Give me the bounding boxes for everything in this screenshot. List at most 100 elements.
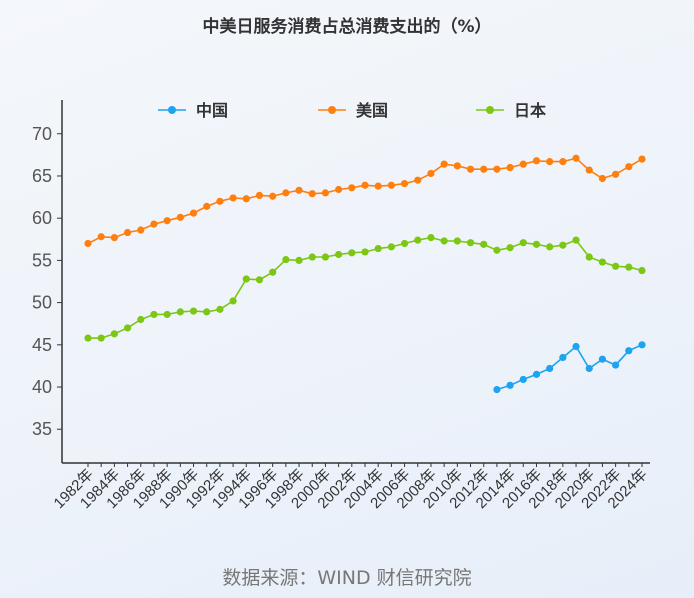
chart-title: 中美日服务消费占总消费支出的（%） <box>202 17 492 37</box>
data-point-日本 <box>216 305 224 313</box>
data-point-日本 <box>321 253 330 261</box>
data-point-日本 <box>519 239 527 247</box>
data-point-日本 <box>440 237 448 245</box>
data-point-日本 <box>110 330 118 338</box>
data-point-美国 <box>203 202 211 210</box>
data-point-日本 <box>546 243 554 251</box>
data-point-日本 <box>335 250 343 259</box>
data-point-美国 <box>163 217 171 225</box>
data-point-中国 <box>519 375 527 384</box>
data-point-中国 <box>559 353 567 362</box>
data-point-美国 <box>638 155 646 163</box>
data-point-美国 <box>150 220 158 228</box>
data-point-日本 <box>625 263 633 271</box>
data-point-日本 <box>176 308 184 316</box>
legend-marker <box>486 106 494 114</box>
data-point-日本 <box>242 275 250 283</box>
data-point-美国 <box>572 154 580 162</box>
y-tick-label: 70 <box>32 124 52 144</box>
series-line-美国 <box>87 157 643 245</box>
data-point-美国 <box>585 166 593 174</box>
data-point-美国 <box>480 165 488 173</box>
data-point-日本 <box>638 266 646 275</box>
data-point-中国 <box>532 370 541 378</box>
data-point-美国 <box>269 192 277 200</box>
data-point-中国 <box>625 347 633 355</box>
data-point-日本 <box>612 262 620 270</box>
legend-marker <box>168 106 176 114</box>
data-point-日本 <box>453 237 461 245</box>
data-point-美国 <box>295 186 303 194</box>
data-point-日本 <box>269 268 277 276</box>
data-point-日本 <box>532 240 541 248</box>
data-point-美国 <box>335 185 343 194</box>
legend-label: 中国 <box>196 101 228 120</box>
data-point-日本 <box>466 239 475 247</box>
data-point-日本 <box>414 236 422 244</box>
data-point-美国 <box>137 226 145 234</box>
data-point-美国 <box>189 209 198 217</box>
legend-marker <box>328 106 336 114</box>
data-point-美国 <box>625 163 633 171</box>
data-point-日本 <box>598 258 607 266</box>
data-point-美国 <box>453 162 461 170</box>
data-point-日本 <box>506 244 514 252</box>
data-point-日本 <box>374 244 382 253</box>
data-point-美国 <box>242 195 250 203</box>
data-point-日本 <box>572 236 580 244</box>
legend-label: 美国 <box>356 101 388 120</box>
data-point-美国 <box>559 158 567 166</box>
data-point-日本 <box>427 234 435 242</box>
data-point-美国 <box>321 189 330 197</box>
data-point-日本 <box>84 334 92 342</box>
data-point-美国 <box>493 165 501 173</box>
data-point-日本 <box>189 307 198 315</box>
y-tick-label: 65 <box>32 166 52 186</box>
data-point-美国 <box>387 181 395 189</box>
y-tick-label: 45 <box>32 335 52 355</box>
data-point-中国 <box>506 381 514 389</box>
data-point-日本 <box>348 249 356 257</box>
legend-label: 日本 <box>514 101 546 120</box>
source-note: 数据来源：WIND 财信研究院 <box>222 567 472 589</box>
data-point-日本 <box>400 239 409 248</box>
y-tick-label: 40 <box>32 377 52 397</box>
data-point-美国 <box>123 228 132 237</box>
data-point-日本 <box>203 308 211 316</box>
data-point-美国 <box>612 170 620 178</box>
data-point-中国 <box>572 342 580 351</box>
data-point-美国 <box>361 181 369 189</box>
data-point-美国 <box>255 191 264 199</box>
data-point-中国 <box>612 361 620 369</box>
data-point-日本 <box>97 334 105 342</box>
data-point-日本 <box>493 246 501 254</box>
data-point-美国 <box>400 179 409 188</box>
data-point-美国 <box>110 234 118 242</box>
data-point-中国 <box>638 341 646 349</box>
data-point-美国 <box>466 165 475 173</box>
y-tick-label: 60 <box>32 208 52 228</box>
series-line-中国 <box>496 344 643 391</box>
data-point-日本 <box>137 315 145 324</box>
data-point-日本 <box>361 248 369 256</box>
data-point-美国 <box>176 213 184 221</box>
data-point-美国 <box>308 190 316 198</box>
data-point-美国 <box>229 194 237 202</box>
data-point-中国 <box>585 364 593 373</box>
data-point-美国 <box>374 182 382 190</box>
data-point-日本 <box>308 253 316 261</box>
data-point-美国 <box>84 239 92 248</box>
data-point-日本 <box>255 276 264 284</box>
data-point-美国 <box>348 184 356 192</box>
data-point-日本 <box>123 324 132 332</box>
data-point-日本 <box>229 297 237 305</box>
y-tick-label: 55 <box>32 250 52 270</box>
data-point-美国 <box>440 160 448 168</box>
data-point-美国 <box>97 233 105 241</box>
data-point-日本 <box>282 255 290 264</box>
data-point-日本 <box>559 241 567 249</box>
y-tick-label: 50 <box>32 293 52 313</box>
data-point-美国 <box>598 174 607 183</box>
